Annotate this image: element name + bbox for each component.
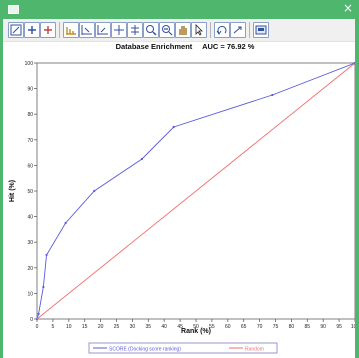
x-tick-label: 5	[52, 324, 55, 330]
add-point-icon[interactable]	[24, 22, 40, 38]
x-tick-label: 25	[114, 324, 120, 330]
x-tick-label: 60	[225, 324, 231, 330]
hand-icon[interactable]	[175, 22, 191, 38]
legend: SCORE (Docking score ranking) Random	[88, 342, 278, 354]
chart: Database Enrichment AUC = 76.92 % 0 5 10 15…	[9, 42, 355, 354]
x-tick-label: 0	[36, 324, 39, 330]
y-axis-label: Hit (%)	[9, 180, 16, 202]
zoom-in-icon[interactable]	[143, 22, 159, 38]
zoom-out-icon[interactable]	[159, 22, 175, 38]
x-tick-label: 10	[66, 324, 72, 330]
series-line-random	[36, 62, 355, 320]
legend-entry-random: Random	[245, 347, 264, 353]
y-tick-label: 10	[27, 291, 33, 297]
x-tick-label: 50	[193, 324, 199, 330]
toolbar-separator	[249, 22, 250, 38]
endpoint-marker: ×	[353, 61, 355, 67]
data-point-score	[172, 125, 175, 129]
y-tick-label: 90	[27, 87, 33, 93]
data-point-score	[140, 157, 144, 161]
data-point-score	[93, 189, 96, 193]
x-tick-label: 85	[305, 324, 311, 330]
x-tick-label: 15	[82, 324, 88, 330]
x-axis-label: Rank (%)	[181, 328, 211, 335]
x-tick-label: 100	[351, 324, 355, 330]
x-tick-label: 75	[273, 324, 279, 330]
legend-frame	[88, 342, 278, 354]
app-icon	[8, 5, 19, 14]
x-tick-label: 45	[177, 324, 183, 330]
data-point-score	[271, 93, 274, 97]
x-tick-label: 90	[320, 324, 326, 330]
chart-toolbar	[3, 19, 355, 42]
y-tick-label: 30	[27, 240, 33, 246]
data-point-score	[42, 285, 45, 289]
y-tick-label: 60	[27, 163, 33, 169]
y-tick-label: 70	[27, 138, 33, 144]
x-tick-label: 65	[241, 324, 247, 330]
toolbar-separator	[210, 22, 211, 38]
y-tick-label: 80	[27, 112, 33, 118]
redo-icon[interactable]	[230, 22, 246, 38]
fit-all-icon[interactable]	[63, 22, 79, 38]
pan-icon[interactable]	[111, 22, 127, 38]
series-layer: ×	[35, 61, 355, 321]
pointer-icon[interactable]	[191, 22, 207, 38]
data-point-score	[37, 312, 40, 315]
x-tick-label: 30	[130, 324, 136, 330]
stretch-icon[interactable]	[127, 22, 143, 38]
fit-x-icon[interactable]	[79, 22, 95, 38]
x-tick-label: 95	[336, 324, 342, 330]
y-tick-label: 40	[27, 215, 33, 221]
y-tick-label: 20	[27, 266, 33, 272]
data-point-score	[45, 253, 48, 257]
chart-title: Database Enrichment AUC = 76.92 %	[116, 42, 255, 51]
toolbar-separator	[59, 22, 60, 38]
chart-subtitle: AUC = 76.92 %	[202, 42, 255, 51]
x-tick-label: 70	[257, 324, 263, 330]
x-tick-label: 20	[98, 324, 104, 330]
y-axis: 0 10 20 30 40 50 60 70 80 90 100	[25, 61, 37, 323]
y-tick-label: 100	[25, 61, 34, 67]
x-axis: 0 5 10 15 20 25 30 35 40 45 50 55 60 65 70 75 80 85 90 95 10…	[36, 319, 355, 330]
x-tick-label: 40	[161, 324, 167, 330]
series-line-score	[36, 62, 355, 320]
fit-y-icon[interactable]	[95, 22, 111, 38]
select-zoom-icon[interactable]	[8, 22, 24, 38]
x-tick-label: 80	[289, 324, 295, 330]
save-image-icon[interactable]	[253, 22, 269, 38]
y-tick-label: 0	[30, 317, 33, 323]
x-tick-label: 35	[146, 324, 152, 330]
x-tick-label: 55	[209, 324, 215, 330]
legend-entry-score: SCORE (Docking score ranking)	[109, 347, 181, 353]
data-point-score	[64, 221, 67, 225]
chart-title-text: Database Enrichment	[116, 42, 193, 51]
undo-icon[interactable]	[214, 22, 230, 38]
y-tick-label: 50	[27, 189, 33, 195]
close-button[interactable]: ×	[342, 1, 354, 15]
chart-client-area: Database Enrichment AUC = 76.92 % 0 5 10 15…	[3, 19, 355, 358]
title-bar[interactable]: ×	[0, 0, 359, 19]
remove-point-icon[interactable]	[40, 22, 56, 38]
